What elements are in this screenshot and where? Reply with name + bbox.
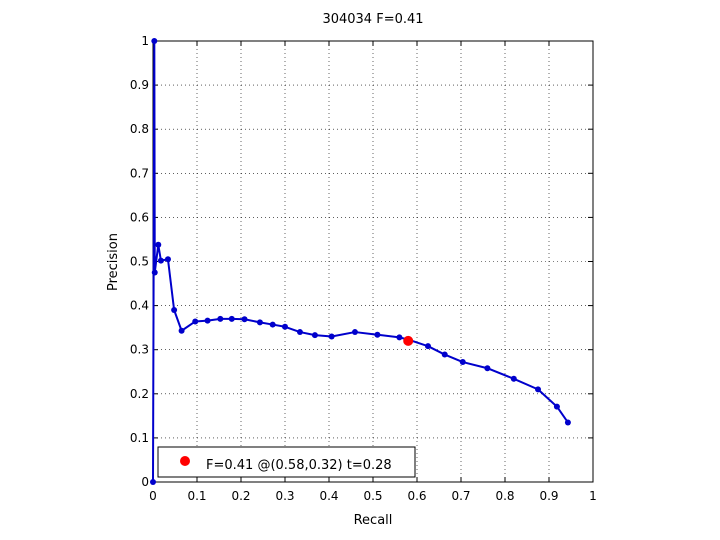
data-point [425, 343, 431, 350]
data-point [256, 319, 263, 326]
data-point [459, 359, 466, 366]
data-point [564, 419, 571, 426]
data-point [157, 257, 164, 264]
legend-box [157, 446, 416, 478]
x-tick-label: 0.4 [319, 489, 338, 503]
data-point [396, 334, 403, 341]
legend-label: F=0.41 @(0.58,0.32) t=0.28 [206, 458, 392, 473]
data-point [178, 327, 185, 334]
data-point [228, 315, 235, 322]
legend-marker [180, 456, 190, 466]
y-tick-label: 0.6 [130, 210, 149, 224]
y-tick-label: 0.8 [130, 122, 149, 136]
data-point [192, 318, 199, 325]
data-point [311, 332, 318, 339]
data-point [441, 351, 448, 358]
x-tick-label: 0.5 [363, 489, 382, 503]
y-axis-label: Precision [106, 233, 121, 291]
data-point [296, 329, 303, 336]
y-tick-label: 1 [141, 34, 149, 48]
chart-title: 304034 F=0.41 [322, 12, 423, 27]
y-tick-label: 0.4 [130, 299, 149, 313]
x-tick-label: 0.2 [231, 489, 250, 503]
data-point [374, 331, 381, 338]
best-f-point [403, 335, 414, 346]
x-tick-label: 0 [149, 489, 157, 503]
x-tick-label: 0.6 [407, 489, 426, 503]
y-tick-label: 0.3 [130, 343, 149, 357]
x-tick-label: 1 [589, 489, 597, 503]
x-tick-label: 0.8 [495, 489, 514, 503]
data-point [150, 479, 156, 485]
y-tick-label: 0.2 [130, 387, 149, 401]
x-tick-label: 0.9 [539, 489, 558, 503]
x-tick-label: 0.7 [451, 489, 470, 503]
data-point [155, 241, 162, 248]
data-point [484, 365, 491, 372]
x-tick-label: 0.3 [275, 489, 294, 503]
data-point [151, 269, 158, 276]
y-tick-label: 0.1 [130, 431, 149, 445]
data-point [204, 317, 211, 324]
data-point [171, 307, 178, 314]
data-point [269, 321, 276, 328]
data-point [553, 403, 560, 410]
y-tick-label: 0 [141, 475, 149, 489]
x-axis-label: Recall [354, 513, 393, 528]
data-point [535, 386, 541, 393]
axis-ticks: 0 0.1 0.2 0.3 0.4 0.5 0.6 0.7 0.8 0.9 1 0 0.1 0.2 0.3 0… [130, 34, 597, 503]
y-tick-label: 0.7 [130, 166, 149, 180]
data-point [351, 329, 358, 336]
y-tick-label: 0.9 [130, 78, 149, 92]
legend: F=0.41 @(0.58,0.32) t=0.28 [157, 446, 416, 478]
data-point [164, 256, 171, 263]
data-point [282, 323, 288, 330]
data-point [241, 316, 248, 323]
series-group [150, 38, 571, 485]
data-point [151, 38, 158, 44]
data-point [328, 333, 335, 340]
y-tick-label: 0.5 [130, 255, 149, 269]
grid [153, 41, 593, 482]
data-point [217, 315, 224, 322]
data-point [510, 375, 517, 382]
x-tick-label: 0.1 [187, 489, 206, 503]
